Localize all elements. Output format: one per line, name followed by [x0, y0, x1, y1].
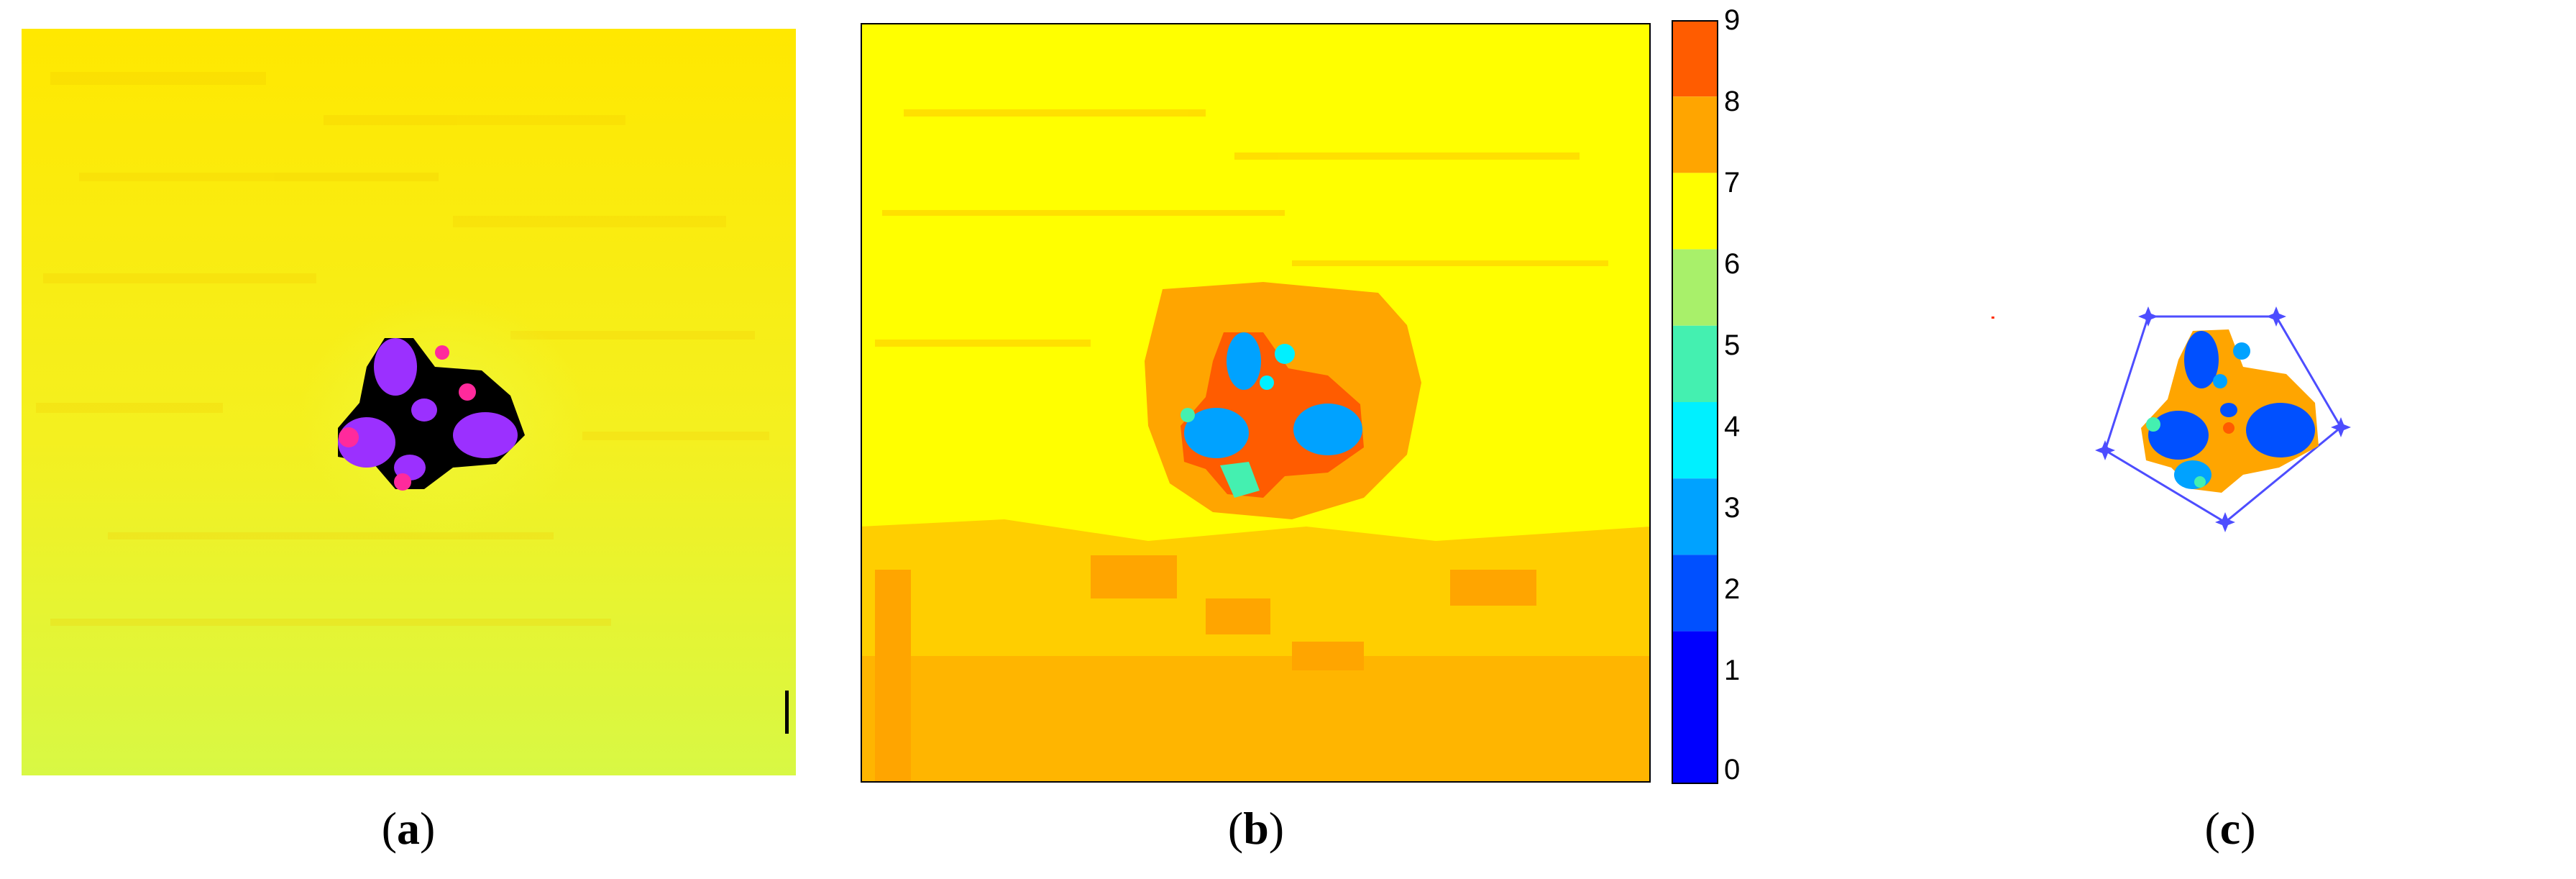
object-c: [2141, 329, 2319, 493]
colorbar-tick-7: 7: [1724, 167, 1741, 199]
colorbar-tick-1: 1: [1724, 655, 1741, 686]
colorbar-segment-5: [1672, 249, 1718, 326]
colorbar-tick-0: 0: [1724, 754, 1741, 785]
polygon-vertices: [2095, 306, 2351, 532]
colorbar-segment-6: [1672, 173, 1718, 250]
panel-a-graphic: [22, 29, 796, 775]
caption-c-close: ): [2240, 803, 2256, 854]
object-a: [338, 338, 525, 491]
colorbar-tick-9: 9: [1724, 4, 1741, 36]
object-b: [1181, 332, 1364, 498]
caption-b: (b): [1148, 802, 1364, 855]
caption-a-open: (: [381, 803, 397, 854]
colorbar-graphic: [1672, 20, 1718, 784]
colorbar: [1672, 20, 1718, 784]
colorbar-segment-3: [1672, 402, 1718, 479]
caption-b-close: ): [1268, 803, 1285, 854]
colorbar-segment-8: [1672, 20, 1718, 97]
caption-c-open: (: [2204, 803, 2220, 854]
colorbar-tick-8: 8: [1724, 86, 1741, 117]
caption-a: (a): [301, 802, 516, 855]
panel-b-image: [861, 23, 1651, 783]
colorbar-tick-6: 6: [1724, 248, 1741, 280]
colorbar-tick-2: 2: [1724, 573, 1741, 605]
colorbar-tick-3: 3: [1724, 492, 1741, 524]
colorbar-segment-0: [1672, 631, 1718, 784]
caption-c-letter: c: [2219, 803, 2241, 854]
colorbar-segment-1: [1672, 555, 1718, 632]
convex-hull-polygon: [2104, 315, 2342, 524]
caption-c: (c): [2122, 802, 2338, 855]
panel-c-graphic: [1991, 306, 2351, 532]
caption-a-close: ): [420, 803, 436, 854]
caption-b-open: (: [1227, 803, 1244, 854]
colorbar-segment-7: [1672, 96, 1718, 173]
caption-a-letter: a: [397, 803, 420, 854]
colorbar-tick-4: 4: [1724, 411, 1741, 442]
colorbar-segment-4: [1672, 325, 1718, 402]
panel-b-graphic: [861, 23, 1651, 783]
caption-b-letter: b: [1243, 803, 1269, 854]
panel-c-image: [1956, 245, 2430, 561]
panel-a-image: [22, 29, 796, 775]
colorbar-segment-2: [1672, 478, 1718, 555]
colorbar-tick-5: 5: [1724, 329, 1741, 361]
